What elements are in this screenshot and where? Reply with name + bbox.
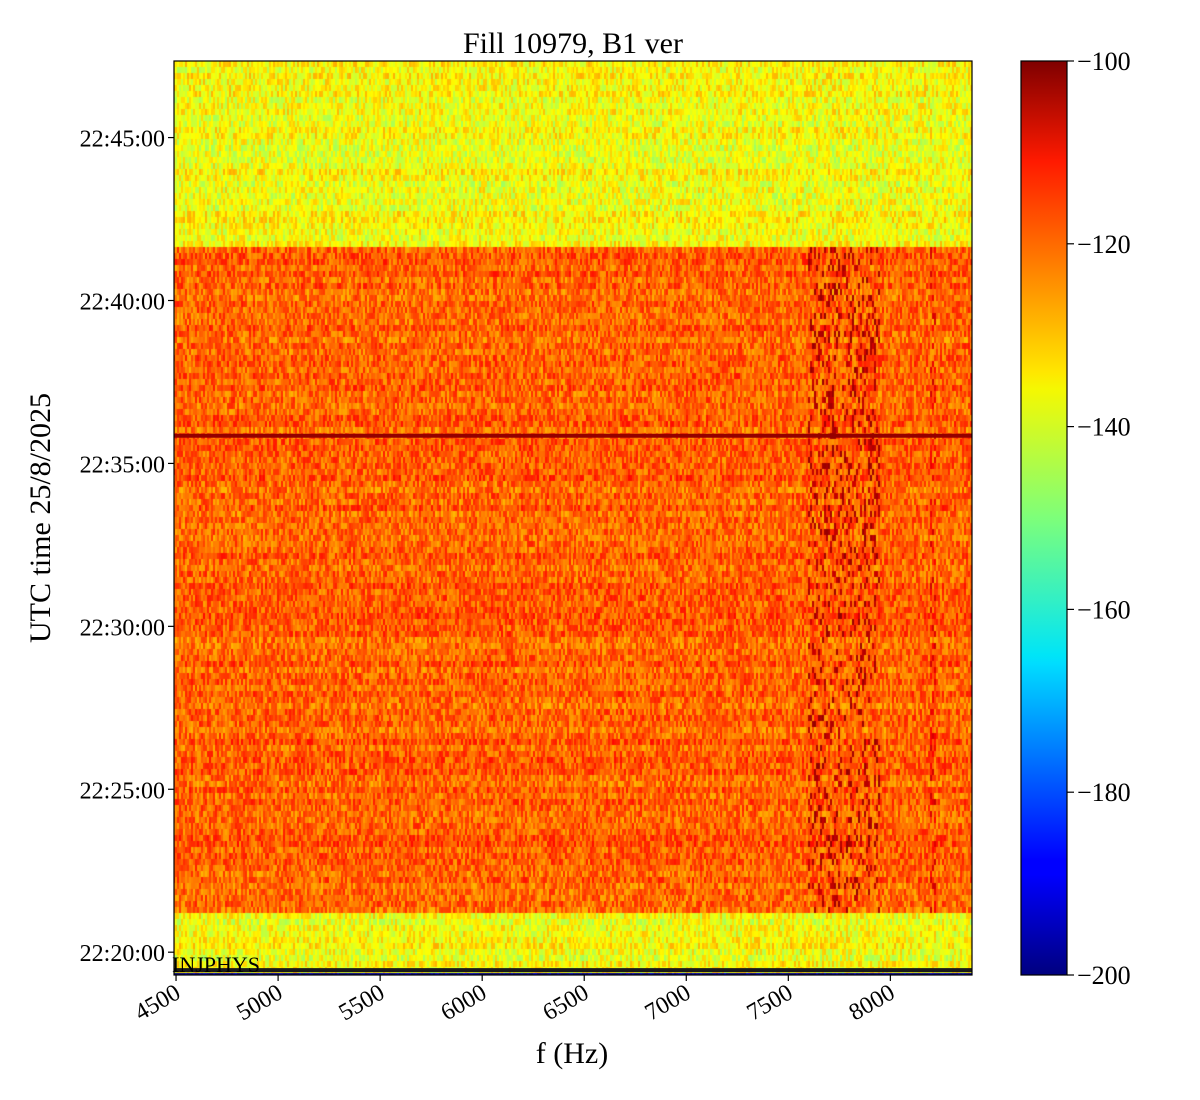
colorbar-tick-label-5: −200 — [1077, 961, 1131, 990]
y-axis-ticks: 22:20:00 22:25:00 22:30:00 22:35:00 22:40:00… — [80, 127, 174, 967]
colorbar-ticks: −100 −120 −140 −160 −180 −200 — [1067, 47, 1131, 990]
y-tick-label-2: 22:30:00 — [80, 615, 165, 641]
x-tick-label-5: 7000 — [641, 980, 696, 1027]
colorbar-tick-label-2: −140 — [1077, 413, 1131, 442]
plot-area — [174, 61, 972, 975]
x-axis-label: f (Hz) — [536, 1037, 608, 1070]
x-tick-label-2: 5500 — [335, 980, 390, 1027]
x-axis-ticks: 4500 5000 5500 6000 6500 7000 7500 8000 — [130, 975, 899, 1026]
y-axis-label: UTC time 25/8/2025 — [24, 393, 57, 643]
x-tick-label-3: 6000 — [437, 980, 492, 1027]
overlay-lines — [174, 433, 972, 973]
y-tick-label-4: 22:40:00 — [80, 289, 165, 315]
y-tick-label-5: 22:45:00 — [80, 127, 165, 153]
x-tick-label-4: 6500 — [539, 980, 594, 1027]
x-tick-label-1: 5000 — [233, 980, 288, 1027]
y-tick-label-1: 22:25:00 — [80, 778, 165, 804]
heatmap-image — [174, 61, 972, 975]
x-tick-label-7: 8000 — [845, 980, 900, 1027]
colorbar-tick-label-0: −100 — [1077, 47, 1131, 76]
x-tick-label-6: 7500 — [743, 980, 798, 1027]
colorbar-tick-label-3: −160 — [1077, 595, 1131, 624]
colorbar-tick-label-4: −180 — [1077, 778, 1131, 807]
colorbar — [1020, 60, 1068, 976]
y-tick-label-3: 22:35:00 — [80, 452, 165, 478]
y-tick-label-0: 22:20:00 — [80, 941, 165, 967]
horizontal-line-1 — [174, 968, 972, 973]
chart-title: Fill 10979, B1 ver — [463, 27, 683, 60]
x-tick-label-0: 4500 — [130, 980, 185, 1027]
watermark: INJPHYS — [172, 952, 260, 977]
plot-frame — [173, 60, 973, 976]
colorbar-tick-label-1: −120 — [1077, 230, 1131, 259]
horizontal-line-0 — [174, 433, 972, 438]
